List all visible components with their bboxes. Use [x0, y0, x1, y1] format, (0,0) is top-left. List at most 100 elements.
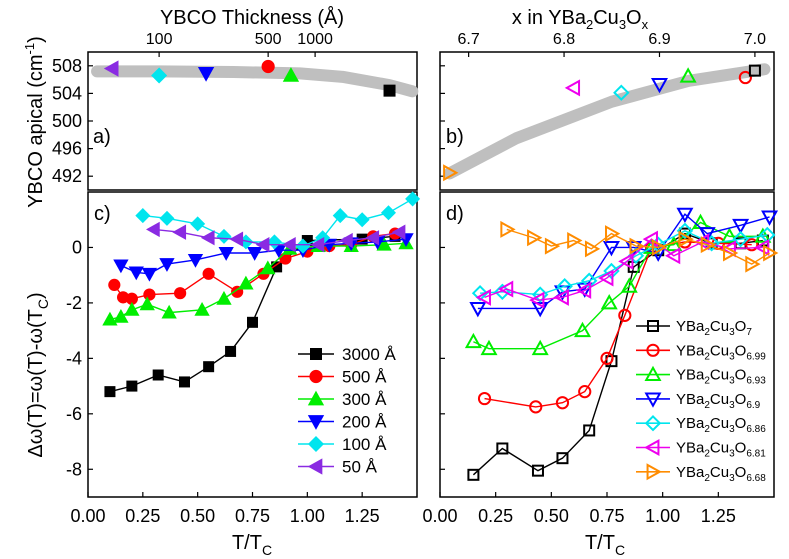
panel-label-c: c) [94, 203, 111, 225]
data-point-b [748, 64, 761, 77]
x-tick-label-d: 1.00 [645, 506, 680, 526]
data-point-c [126, 380, 138, 392]
trend-band-b [443, 63, 771, 180]
data-point-c [380, 205, 396, 221]
data-point-d [676, 222, 694, 240]
data-point-d [732, 218, 750, 235]
data-point-d [574, 321, 592, 338]
data-point-d [531, 339, 549, 356]
data-point-c [295, 238, 311, 254]
data-point-c [108, 278, 121, 291]
legend-marker-d [644, 392, 662, 408]
data-point-c [128, 266, 144, 281]
panel-c: 0.00 0.25 0.50 0.75 1.00 1.25 -8 -6 -4 -2 0 c) [66, 191, 421, 526]
data-point-d [500, 220, 516, 238]
data-point-d [531, 464, 544, 477]
data-point-c [332, 208, 348, 224]
data-point-c [124, 302, 140, 316]
x-tick-label-c: 0.75 [235, 506, 270, 526]
ylabel-delta-omega: Δω(T)=ω(T)-ω(TC) [25, 292, 51, 457]
top-tick-label-b: 6.8 [553, 31, 575, 48]
data-point-c [113, 308, 129, 323]
data-point-d [720, 227, 738, 243]
data-point-c [405, 191, 421, 207]
data-point-d [600, 351, 614, 365]
x-tick-label-c: 0.00 [70, 506, 105, 526]
data-point-d [578, 385, 592, 399]
legend-label-d: YBa2Cu3O6.68 [676, 464, 766, 484]
data-point-a [383, 84, 396, 97]
series-line-c [153, 228, 400, 246]
data-point-c [216, 228, 232, 244]
data-point-d [584, 240, 601, 258]
y-tick-label-a: 504 [52, 83, 82, 103]
data-point-c [203, 361, 215, 373]
data-point-c [238, 275, 254, 290]
data-point-d [651, 238, 668, 256]
panel-label-b: b) [446, 126, 464, 148]
legend-marker-c [310, 348, 322, 360]
legend-marker-c [309, 369, 323, 384]
legend-label-d: YBa2Cu3O6.86 [676, 415, 766, 435]
legend-marker-c [307, 415, 325, 430]
y-tick-label-c: -8 [66, 459, 82, 479]
legend-label-c: 3000 Å [342, 345, 397, 364]
data-point-d [496, 442, 509, 455]
y-tick-label-a: 492 [52, 166, 82, 186]
top-tick-label-b: 6.9 [648, 31, 670, 48]
data-point-c [365, 230, 380, 246]
data-point-a [197, 67, 215, 82]
data-point-c [159, 210, 175, 226]
data-point-d [745, 238, 759, 252]
data-point-c [218, 247, 234, 261]
series-line-d [506, 228, 770, 265]
series-line-d [473, 221, 763, 350]
data-point-d [600, 294, 618, 310]
data-point-c [141, 267, 158, 282]
legend-d: YBa2Cu3O7 YBa2Cu3O6.99 YBa2Cu3O6.93 YBa2Cu3… [636, 318, 766, 484]
legend-label-c: 500 Å [342, 368, 387, 387]
data-point-c [194, 302, 210, 316]
data-point-d [732, 230, 749, 248]
data-point-c [161, 304, 177, 319]
panel-d: 0.00 0.25 0.50 0.75 1.00 1.25 d) [422, 203, 779, 526]
y-tick-label-c: -6 [66, 404, 82, 424]
data-point-c [247, 316, 258, 328]
data-point-d [698, 227, 716, 243]
data-point-d [700, 236, 717, 254]
data-point-d [664, 247, 681, 265]
x-tick-label-c: 1.00 [290, 506, 325, 526]
series-c [145, 221, 406, 253]
top-xlabel-oxygen: x in YBa2Cu3Ox [512, 7, 649, 32]
data-point-d [467, 468, 480, 481]
series-d [500, 220, 779, 273]
y-tick-label-a: 508 [52, 56, 82, 76]
data-point-c [271, 261, 283, 273]
x-tick-label-d: 0.75 [589, 506, 624, 526]
data-point-d [763, 244, 779, 262]
legend-label-c: 300 Å [342, 390, 387, 409]
top-xlabel-thickness: YBCO Thickness (Å) [160, 6, 344, 29]
top-tick-label-a: 100 [146, 31, 173, 48]
data-point-c [354, 212, 370, 228]
data-point-c [145, 221, 160, 238]
data-point-c [281, 237, 296, 253]
y-tick-label-c: 0 [72, 237, 82, 257]
legend-marker-d [644, 365, 662, 382]
data-point-b [738, 70, 752, 85]
data-point-c [172, 224, 187, 240]
ylabel-apical: YBCO apical (cm-1) [22, 36, 47, 208]
data-point-d [529, 291, 545, 309]
data-point-d [555, 396, 570, 410]
data-point-c [247, 247, 263, 261]
data-point-c [200, 230, 215, 246]
trend-band-a [91, 65, 419, 98]
data-point-c [152, 369, 164, 381]
data-point-d [642, 230, 658, 248]
data-point-b [564, 79, 581, 97]
data-point-d [761, 210, 779, 226]
data-point-a [151, 67, 168, 84]
legend-label-d: YBa2Cu3O6.99 [676, 342, 766, 362]
data-point-c [391, 224, 406, 240]
legend-marker-d [644, 414, 662, 432]
